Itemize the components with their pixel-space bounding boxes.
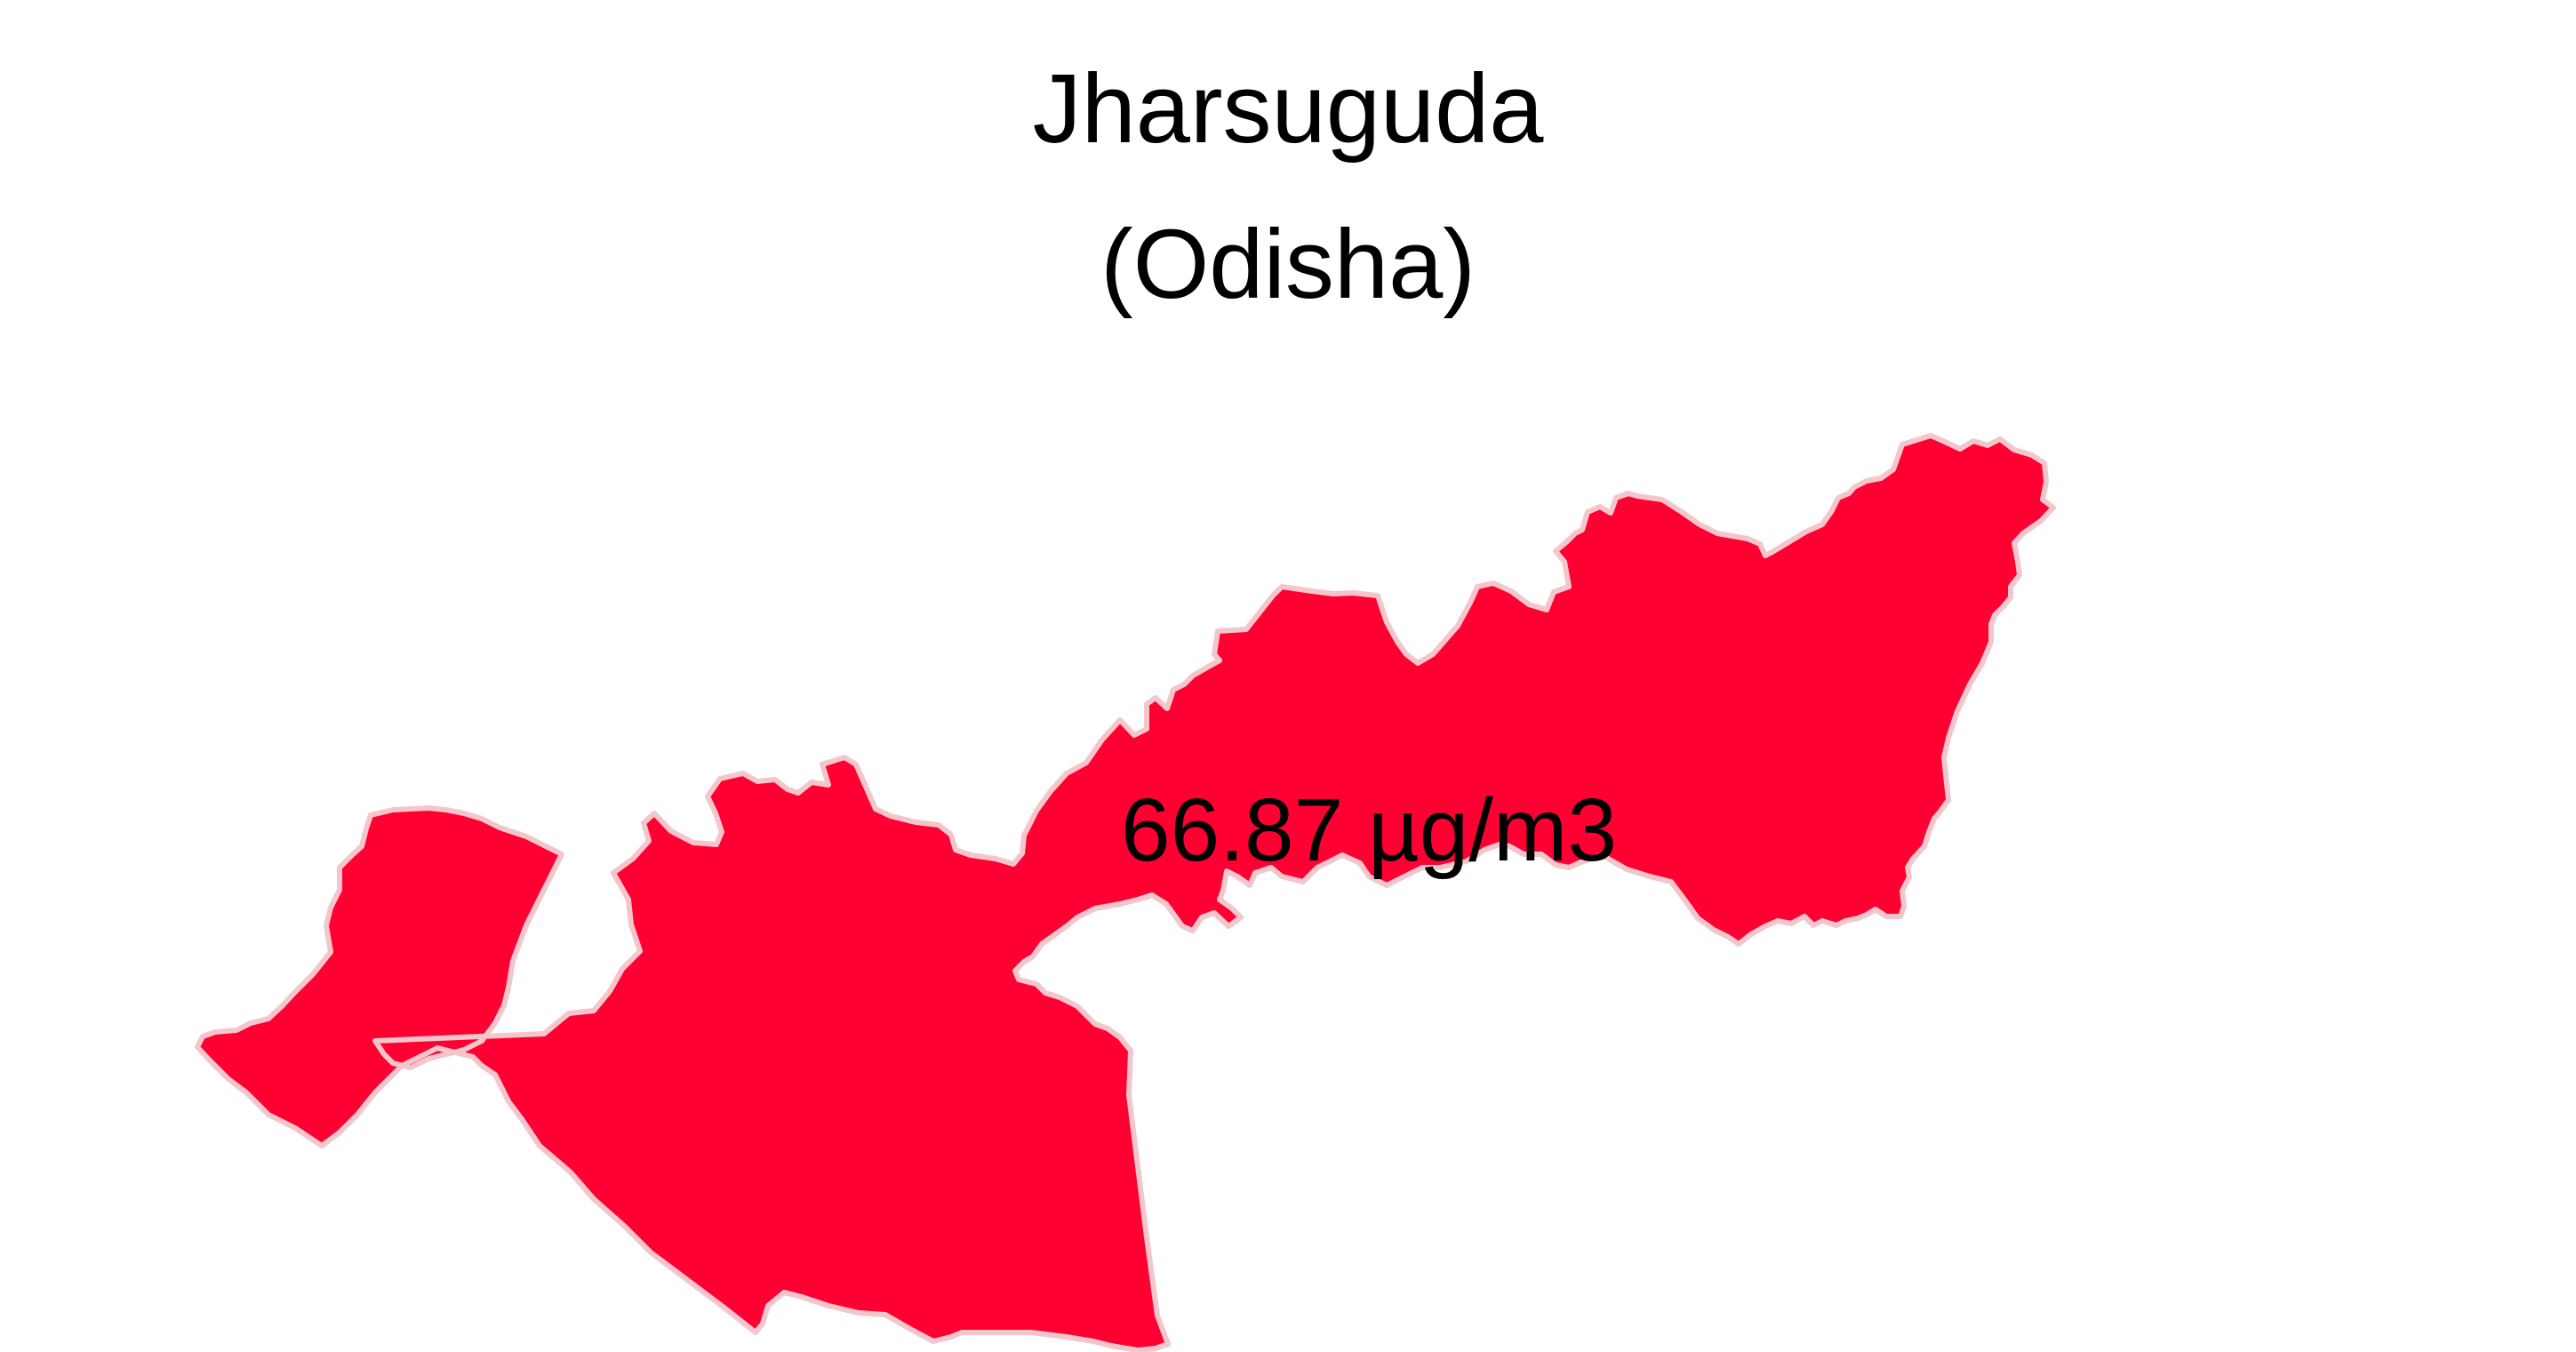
jharsuguda-district-shape: [195, 433, 2056, 1352]
pollution-value-label: 66.87 µg/m3: [1121, 780, 1617, 880]
map-subtitle: (Odisha): [1100, 210, 1476, 319]
map-title: Jharsuguda: [1033, 54, 1545, 164]
